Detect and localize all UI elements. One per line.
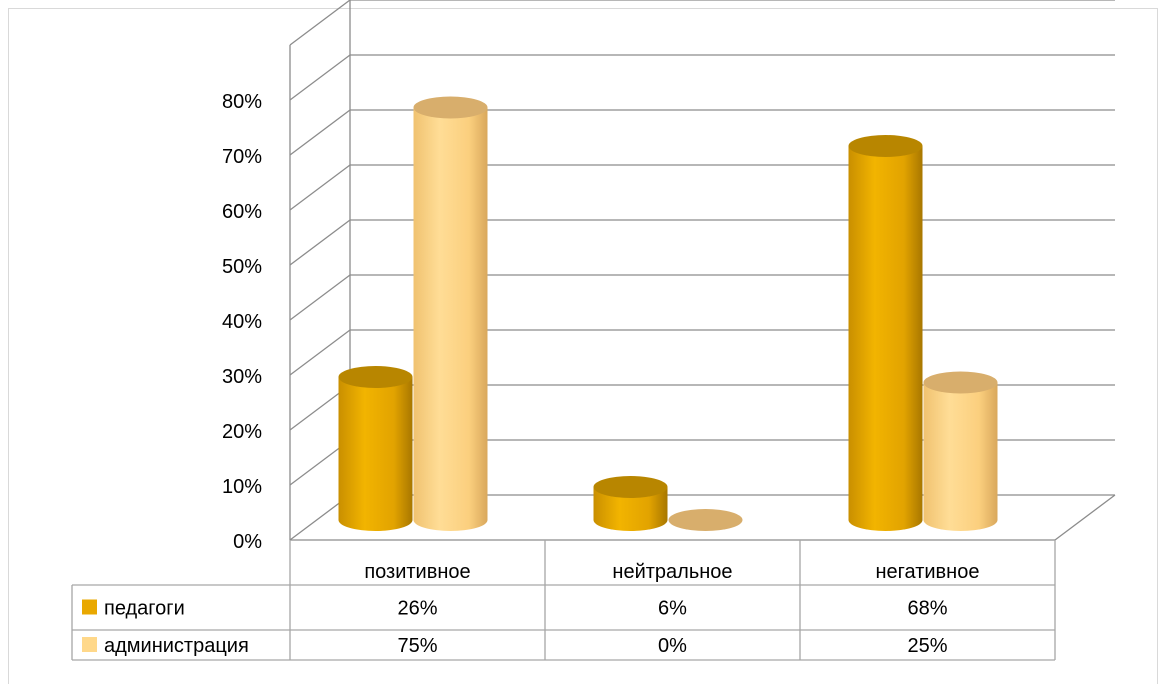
y-tick-label: 30% [222, 366, 262, 388]
bar-pedagogi-1 [593, 476, 668, 531]
bar-administracia-0 [413, 96, 488, 531]
category-label: негативное [876, 561, 980, 583]
y-tick-label: 60% [222, 201, 262, 223]
gridline-side [289, 329, 351, 376]
y-tick-label: 20% [222, 421, 262, 443]
gridline-side [289, 164, 351, 211]
table-value: 0% [658, 635, 687, 657]
bar-top [848, 135, 923, 157]
legend-swatch [82, 637, 97, 652]
bar-pedagogi-2 [848, 135, 923, 531]
bar-pedagogi-0 [338, 366, 413, 531]
category-label: позитивное [364, 561, 470, 583]
floor-right [1054, 494, 1116, 541]
gridline-side [289, 274, 351, 321]
bars [338, 96, 998, 531]
table-value: 75% [397, 635, 437, 657]
gridline-side [289, 219, 351, 266]
y-tick-label: 10% [222, 476, 262, 498]
legend-label: администрация [104, 635, 249, 657]
gridline-side [289, 109, 351, 156]
bar-top [923, 371, 998, 394]
chart-frame [8, 8, 1158, 684]
legend-label: педагоги [104, 598, 185, 620]
bar-administracia-1 [668, 509, 743, 531]
bar-top [413, 96, 488, 119]
bar-body [593, 487, 668, 531]
y-tick-label: 80% [222, 91, 262, 113]
gridline-side [289, 54, 351, 101]
gridline-side [289, 0, 351, 46]
bar-body [923, 382, 998, 531]
bar-body [413, 107, 488, 531]
bar-top [668, 509, 743, 531]
bar-body [338, 377, 413, 531]
table-value: 6% [658, 598, 687, 620]
table-value: 26% [397, 598, 437, 620]
bar-body [848, 146, 923, 531]
bar-top [593, 476, 668, 498]
y-tick-label: 70% [222, 146, 262, 168]
legend-swatch [82, 599, 97, 615]
category-label: нейтральное [612, 561, 732, 583]
y-tick-label: 50% [222, 256, 262, 278]
bar-administracia-2 [923, 371, 998, 531]
y-tick-label: 40% [222, 311, 262, 333]
y-axis: 0% 10% 20% 30% 40% 50% 60% 70% 80% [222, 91, 262, 553]
y-tick-label: 0% [233, 531, 262, 553]
data-table: позитивное нейтральное негативное педагоги 2… [71, 540, 1056, 661]
table-value: 68% [907, 598, 947, 620]
bar-top [338, 366, 413, 388]
table-value: 25% [907, 635, 947, 657]
